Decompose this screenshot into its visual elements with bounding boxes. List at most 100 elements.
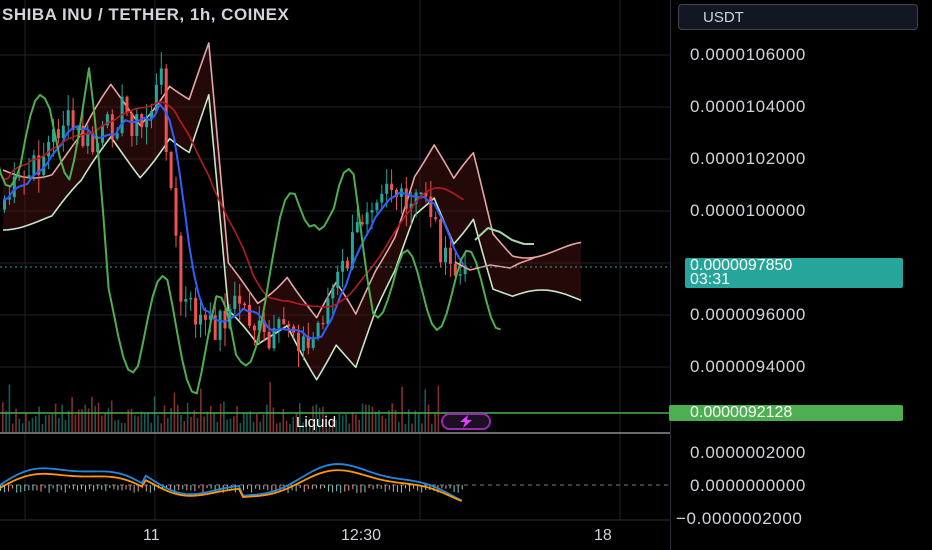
candle-body bbox=[17, 176, 21, 178]
volume-bar bbox=[378, 410, 380, 432]
signal-line bbox=[0, 469, 463, 502]
candle-body bbox=[409, 203, 413, 209]
histogram-bar bbox=[449, 485, 451, 489]
volume-bar bbox=[203, 416, 205, 432]
histogram-bar bbox=[324, 485, 325, 489]
candle-body bbox=[380, 193, 384, 203]
volume-bar bbox=[305, 416, 308, 432]
candle-body bbox=[208, 315, 212, 320]
volume-bar bbox=[358, 419, 360, 432]
horizontal-line-price-badge: 0.0000092128 bbox=[669, 405, 903, 421]
candle-body bbox=[32, 155, 36, 176]
volume-bar bbox=[160, 423, 162, 432]
candle-body bbox=[434, 217, 438, 220]
volume-bar bbox=[77, 409, 80, 432]
histogram-bar bbox=[24, 485, 26, 492]
volume-bar bbox=[153, 396, 156, 432]
histogram-bar bbox=[307, 485, 309, 489]
histogram-bar bbox=[121, 485, 123, 491]
volume-bar bbox=[15, 408, 17, 432]
price-chart[interactable] bbox=[0, 0, 670, 550]
histogram-bar bbox=[344, 485, 346, 492]
histogram-bar bbox=[101, 485, 103, 490]
volume-bar bbox=[246, 412, 248, 432]
volume-bar bbox=[84, 404, 87, 432]
histogram-bar bbox=[60, 485, 62, 491]
histogram-bar bbox=[12, 485, 14, 489]
bar-countdown: 03:31 bbox=[690, 271, 731, 288]
volume-bar bbox=[249, 411, 252, 432]
histogram-bar bbox=[263, 485, 265, 490]
histogram-bar bbox=[8, 485, 10, 492]
volume-bar bbox=[183, 421, 186, 432]
candle-body bbox=[404, 188, 408, 209]
histogram-bar bbox=[299, 485, 301, 489]
volume-bar bbox=[38, 406, 40, 432]
histogram-bar bbox=[267, 485, 269, 491]
histogram-bar bbox=[417, 485, 419, 491]
histogram-bar bbox=[145, 485, 147, 492]
histogram-bar bbox=[218, 485, 220, 492]
volume-bar bbox=[282, 409, 285, 432]
histogram-bar bbox=[44, 485, 46, 489]
candle-body bbox=[174, 188, 178, 236]
volume-bar bbox=[431, 423, 433, 432]
candle-body bbox=[262, 320, 266, 333]
histogram-bar bbox=[214, 485, 216, 492]
histogram-bar bbox=[20, 485, 22, 493]
candle-body bbox=[194, 297, 198, 325]
volume-bar bbox=[371, 406, 374, 432]
currency-selector[interactable]: USDT bbox=[678, 4, 918, 30]
volume-bar bbox=[219, 403, 222, 432]
candle-body bbox=[150, 111, 153, 120]
histogram-bar bbox=[4, 485, 6, 493]
volume-bar bbox=[401, 386, 403, 432]
volume-bar bbox=[200, 388, 202, 432]
candle-body bbox=[277, 319, 281, 329]
volume-bar bbox=[295, 413, 298, 432]
histogram-bar bbox=[376, 485, 378, 489]
volume-bar bbox=[345, 414, 347, 432]
histogram-bar bbox=[186, 485, 188, 491]
volume-bar bbox=[275, 423, 278, 432]
volume-bar bbox=[223, 401, 225, 432]
symbol-title: SHIBA INU / TETHER, 1h, COINEX bbox=[2, 5, 290, 24]
oscillator-tick-label: −0.0000002000 bbox=[676, 509, 803, 528]
volume-bar bbox=[117, 419, 120, 432]
histogram-bar bbox=[68, 485, 70, 489]
volume-bar bbox=[299, 403, 301, 432]
volume-bar bbox=[256, 413, 258, 432]
histogram-bar bbox=[206, 485, 208, 489]
candle-body bbox=[3, 199, 6, 210]
volume-bar bbox=[348, 423, 351, 432]
candle-body bbox=[110, 114, 114, 139]
histogram-bar bbox=[137, 485, 139, 492]
candle-body bbox=[282, 319, 286, 325]
volume-bar bbox=[266, 404, 268, 432]
volume-bar bbox=[167, 417, 169, 432]
volume-bar bbox=[404, 423, 407, 432]
volume-bar bbox=[437, 385, 440, 432]
candle-body bbox=[390, 183, 394, 190]
histogram-bar bbox=[133, 485, 135, 493]
histogram-bar bbox=[194, 485, 196, 492]
candle-body bbox=[164, 68, 168, 152]
cloud-upper-line bbox=[2, 42, 582, 319]
volume-bar bbox=[5, 411, 7, 432]
last-price-value: 0.0000097850 bbox=[690, 257, 793, 274]
volume-bar bbox=[51, 414, 54, 432]
candle-body bbox=[213, 315, 217, 340]
candle-body bbox=[321, 322, 325, 325]
histogram-bar bbox=[52, 485, 54, 489]
volume-bar bbox=[104, 412, 106, 432]
candle-body bbox=[135, 114, 139, 136]
candle-body bbox=[203, 314, 207, 320]
volume-bar bbox=[351, 411, 354, 432]
candle-body bbox=[233, 295, 237, 309]
volume-bar bbox=[332, 419, 334, 432]
volume-bar bbox=[18, 418, 21, 432]
volume-bar bbox=[87, 408, 90, 432]
volume-bar bbox=[417, 413, 420, 432]
volume-bar bbox=[21, 423, 24, 432]
candle-body bbox=[52, 129, 55, 142]
